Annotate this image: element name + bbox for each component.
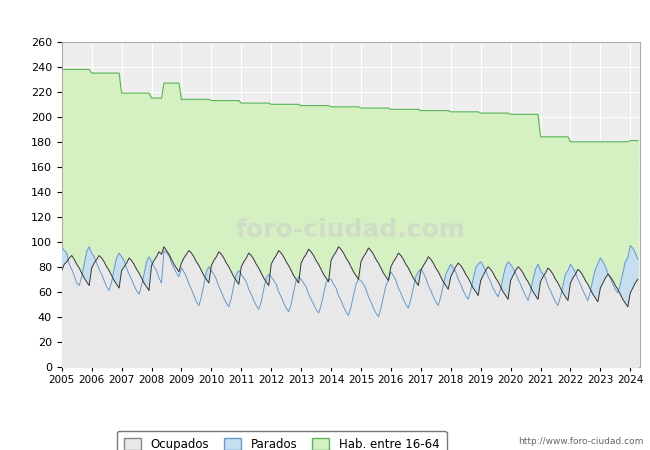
Text: foro-ciudad.com: foro-ciudad.com xyxy=(236,218,466,242)
Text: Lastras de Cuéllar - Evolucion de la poblacion en edad de Trabajar Mayo de 2024: Lastras de Cuéllar - Evolucion de la pob… xyxy=(85,11,565,24)
Text: http://www.foro-ciudad.com: http://www.foro-ciudad.com xyxy=(518,436,644,446)
Legend: Ocupados, Parados, Hab. entre 16-64: Ocupados, Parados, Hab. entre 16-64 xyxy=(116,431,447,450)
